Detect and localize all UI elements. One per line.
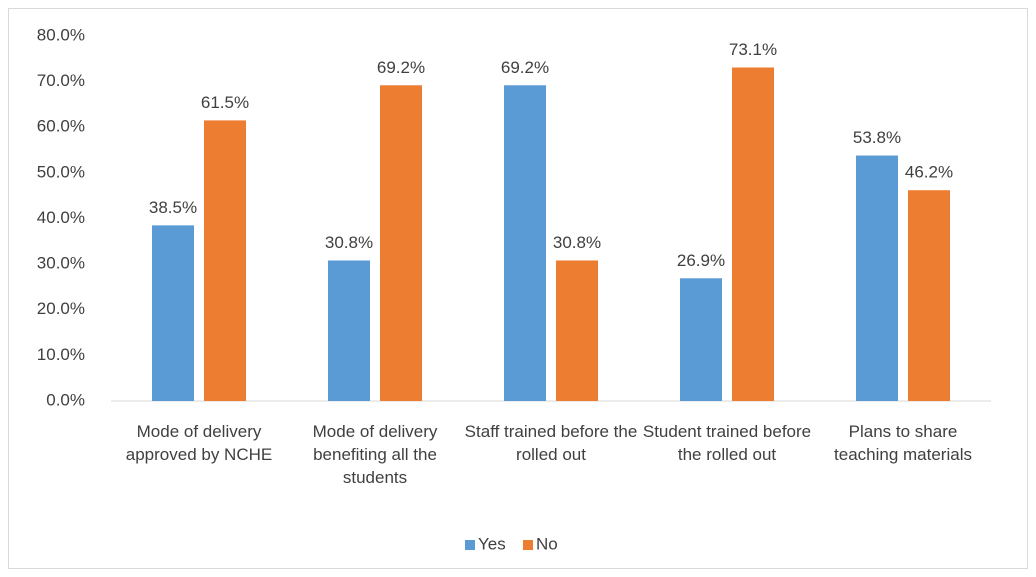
bar [204, 120, 246, 401]
legend-swatch [465, 540, 475, 550]
data-label: 38.5% [149, 198, 197, 217]
bar [680, 278, 722, 401]
y-tick-label: 30.0% [37, 254, 85, 273]
legend-swatch [523, 540, 533, 550]
data-label: 69.2% [377, 58, 425, 77]
bar [380, 85, 422, 402]
data-label: 46.2% [905, 163, 953, 182]
x-tick-label: Staff trained before the rolled out [464, 422, 638, 464]
bar [856, 155, 898, 401]
bar [732, 67, 774, 401]
y-tick-label: 20.0% [37, 299, 85, 318]
y-tick-label: 80.0% [37, 25, 85, 44]
data-label: 61.5% [201, 93, 249, 112]
y-tick-label: 10.0% [37, 345, 85, 364]
x-tick-label: Mode of delivery benefiting all the stud… [312, 422, 438, 487]
data-label: 30.8% [325, 233, 373, 252]
data-label: 26.9% [677, 251, 725, 270]
data-label: 53.8% [853, 128, 901, 147]
y-tick-label: 0.0% [46, 390, 85, 409]
y-tick-label: 40.0% [37, 208, 85, 227]
x-tick-label: Plans to share teaching materials [834, 422, 972, 464]
legend-label: No [536, 534, 558, 553]
x-tick-label: Student trained before the rolled out [642, 422, 812, 464]
bar [556, 260, 598, 401]
data-label: 30.8% [553, 233, 601, 252]
bar [908, 190, 950, 401]
legend-label: Yes [478, 534, 506, 553]
bar [328, 260, 370, 401]
y-tick-label: 70.0% [37, 71, 85, 90]
y-tick-label: 50.0% [37, 162, 85, 181]
data-label: 69.2% [501, 58, 549, 77]
y-tick-label: 60.0% [37, 117, 85, 136]
data-label: 73.1% [729, 40, 777, 59]
bar [504, 85, 546, 402]
bar [152, 225, 194, 401]
x-tick-label: Mode of delivery approved by NCHE [125, 422, 273, 464]
